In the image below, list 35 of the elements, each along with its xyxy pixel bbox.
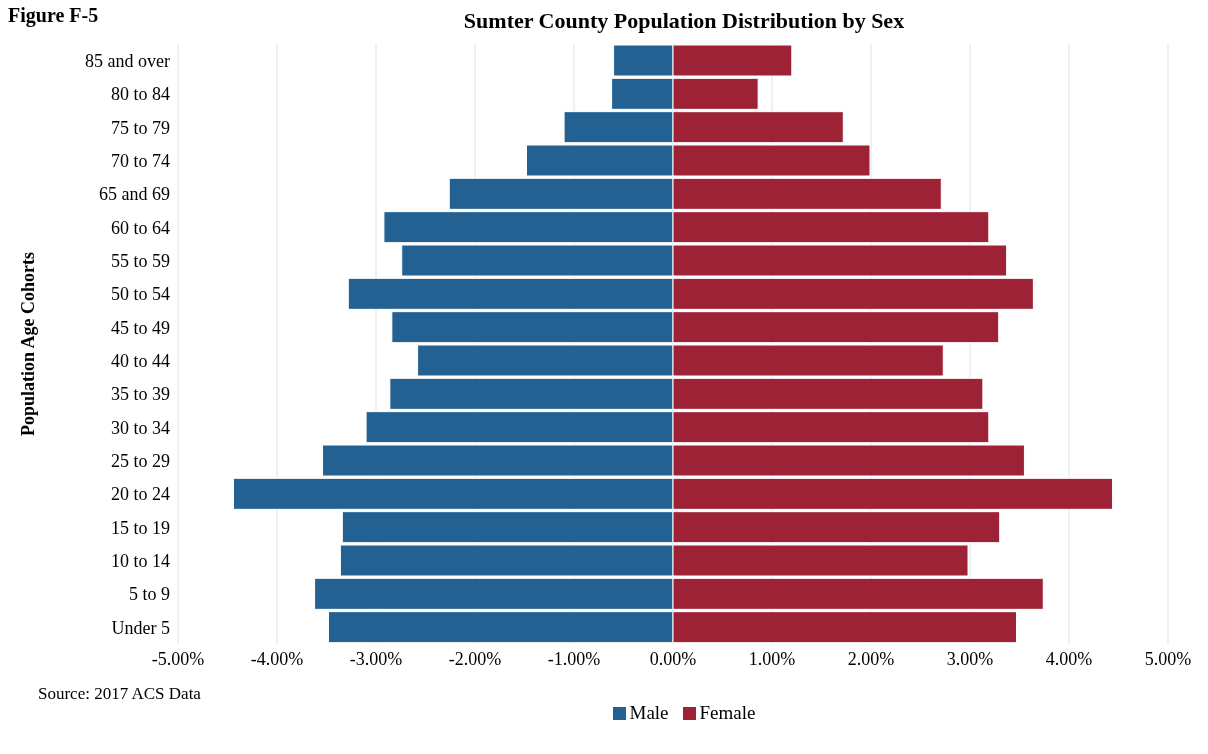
x-tick-label: -2.00% xyxy=(448,648,502,669)
x-tick-label: -3.00% xyxy=(349,648,403,669)
x-tick-label: 5.00% xyxy=(1144,648,1192,669)
x-tick-label: -1.00% xyxy=(547,648,601,669)
y-tick-label: 35 to 39 xyxy=(110,384,170,405)
y-tick-label: 40 to 44 xyxy=(110,351,170,372)
y-tick-label: 30 to 34 xyxy=(110,417,170,438)
x-tick-label: 3.00% xyxy=(946,648,994,669)
y-tick-label: 10 to 14 xyxy=(110,551,170,572)
y-axis-title: Population Age Cohorts xyxy=(18,251,39,437)
y-tick-label: 65 and 69 xyxy=(99,184,170,205)
y-tick-label: 15 to 19 xyxy=(110,517,170,538)
y-tick-label: 20 to 24 xyxy=(110,484,170,505)
y-tick-label: Under 5 xyxy=(111,617,170,638)
y-tick-label: 80 to 84 xyxy=(110,84,170,105)
legend-label: Male xyxy=(628,702,669,724)
y-tick-label: 60 to 64 xyxy=(110,217,170,238)
y-tick-label: 5 to 9 xyxy=(128,584,170,605)
y-tick-label: 55 to 59 xyxy=(110,251,170,272)
x-tick-label: 4.00% xyxy=(1045,648,1093,669)
y-tick-label: 45 to 49 xyxy=(110,317,170,338)
x-tick-label: 0.00% xyxy=(649,648,697,669)
y-tick-label: 85 and over xyxy=(85,51,170,72)
x-tick-label: -5.00% xyxy=(151,648,205,669)
source-note: Source: 2017 ACS Data xyxy=(38,684,201,704)
chart-title: Sumter County Population Distribution by Sex xyxy=(463,8,905,33)
x-tick-label: -4.00% xyxy=(250,648,304,669)
y-tick-label: 50 to 54 xyxy=(110,284,170,305)
y-tick-label: 25 to 29 xyxy=(110,451,170,472)
y-tick-label: 75 to 79 xyxy=(110,117,170,138)
x-tick-label: 1.00% xyxy=(748,648,796,669)
text: Figure F-5 xyxy=(8,4,99,27)
legend-label: Female xyxy=(698,702,756,724)
y-tick-label: 70 to 74 xyxy=(110,151,170,172)
x-tick-label: 2.00% xyxy=(847,648,895,669)
